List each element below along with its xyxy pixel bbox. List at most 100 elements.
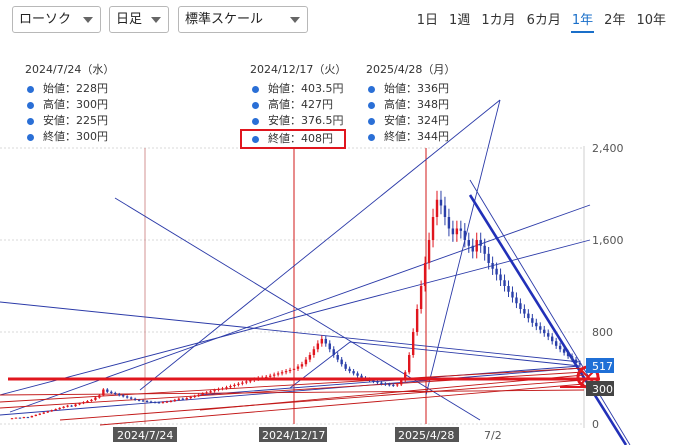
interval-dropdown[interactable]: 日足 — [109, 6, 169, 33]
highlighted-close-row: 終値：408円 — [240, 129, 347, 149]
candle — [213, 390, 216, 392]
candle — [411, 332, 415, 355]
candle — [34, 414, 38, 416]
candle — [272, 374, 276, 376]
bullet-icon — [252, 135, 259, 143]
candle — [86, 401, 89, 403]
tooltip-low: 安値：225円 — [43, 114, 108, 127]
tooltip-2024-7-24: 2024/7/24（水） 始値：228円 高値：300円 安値：225円 終値：… — [25, 62, 114, 145]
level-label: 300 — [592, 383, 613, 396]
candle — [531, 318, 534, 323]
level-badge: 300 — [586, 381, 614, 396]
candle — [185, 398, 188, 400]
candle — [233, 384, 236, 387]
candle — [570, 356, 574, 360]
bullet-icon — [252, 117, 259, 125]
candle — [30, 415, 34, 418]
candle — [312, 349, 316, 355]
scale-dropdown[interactable]: 標準スケール — [178, 6, 308, 33]
candle — [562, 349, 566, 353]
chart-type-value: ローソク — [19, 12, 72, 27]
candle — [165, 401, 169, 403]
candle — [14, 417, 18, 419]
tab-6m[interactable]: 6カ月 — [526, 13, 561, 28]
candle — [308, 355, 312, 360]
candle — [503, 280, 506, 286]
candle — [54, 409, 57, 411]
trend-line — [289, 341, 351, 389]
candle — [384, 383, 387, 385]
candle — [507, 286, 510, 292]
candle — [26, 417, 30, 419]
candle — [106, 389, 109, 392]
candle — [268, 375, 272, 377]
candle — [328, 343, 331, 350]
candle — [90, 399, 93, 401]
candle — [578, 363, 582, 365]
tab-10y[interactable]: 10年 — [636, 13, 666, 28]
candle — [439, 199, 443, 206]
trend-line — [99, 383, 585, 426]
candle — [229, 386, 232, 388]
trend-line — [139, 99, 501, 391]
candle — [245, 381, 248, 383]
candle — [471, 245, 474, 252]
candle — [455, 228, 459, 235]
candle — [125, 396, 129, 398]
x-date-label: 7/2 — [484, 429, 502, 442]
candle — [550, 336, 554, 342]
candle — [344, 364, 347, 369]
candle — [360, 375, 363, 378]
candle — [467, 240, 470, 246]
candle — [566, 352, 570, 357]
candle — [110, 391, 113, 393]
candle — [58, 407, 61, 410]
candle — [10, 418, 14, 420]
trend-line — [0, 367, 581, 416]
trend-line — [469, 179, 631, 445]
trend-lines — [0, 99, 631, 445]
trend-line — [349, 341, 581, 367]
candle — [535, 322, 538, 327]
tab-2y[interactable]: 2年 — [604, 13, 626, 28]
tooltip-high: 高値：300円 — [43, 98, 108, 111]
tab-1w[interactable]: 1週 — [449, 13, 471, 28]
candle — [427, 240, 431, 263]
chart-type-dropdown[interactable]: ローソク — [12, 6, 101, 33]
candle — [336, 355, 339, 360]
chevron-down-icon — [83, 17, 93, 23]
period-tabs: 1日 1週 1カ月 6カ月 1年 2年 10年 — [416, 9, 667, 33]
candle — [372, 380, 375, 382]
tooltip-open: 始値：336円 — [384, 82, 449, 95]
candles — [10, 190, 582, 420]
tooltip-high: 高値：348円 — [384, 98, 449, 111]
candle — [400, 380, 403, 385]
tab-1d[interactable]: 1日 — [416, 13, 439, 28]
bullet-icon — [27, 133, 34, 141]
tooltip-open: 始値：228円 — [43, 82, 108, 95]
candle — [137, 399, 141, 401]
candle — [479, 240, 482, 246]
candle — [527, 313, 530, 319]
tab-1y[interactable]: 1年 — [570, 9, 595, 33]
tooltip-date: 2025/4/28（月） — [366, 63, 456, 76]
x-date-label: 2024/12/17 — [262, 429, 325, 442]
bullet-icon — [27, 101, 34, 109]
candle — [423, 263, 427, 286]
candle — [78, 403, 81, 405]
candle — [499, 274, 502, 281]
candle — [352, 371, 355, 374]
candle — [491, 263, 494, 269]
y-tick-label: 0 — [592, 418, 599, 431]
candle — [46, 411, 49, 413]
candle — [50, 410, 53, 412]
candle — [205, 392, 208, 394]
candle — [197, 394, 200, 396]
tooltip-close: 終値：408円 — [268, 132, 333, 145]
candle — [133, 398, 137, 400]
candle — [300, 364, 304, 367]
candle — [118, 394, 121, 396]
candle — [392, 384, 395, 386]
tab-1m[interactable]: 1カ月 — [481, 13, 516, 28]
